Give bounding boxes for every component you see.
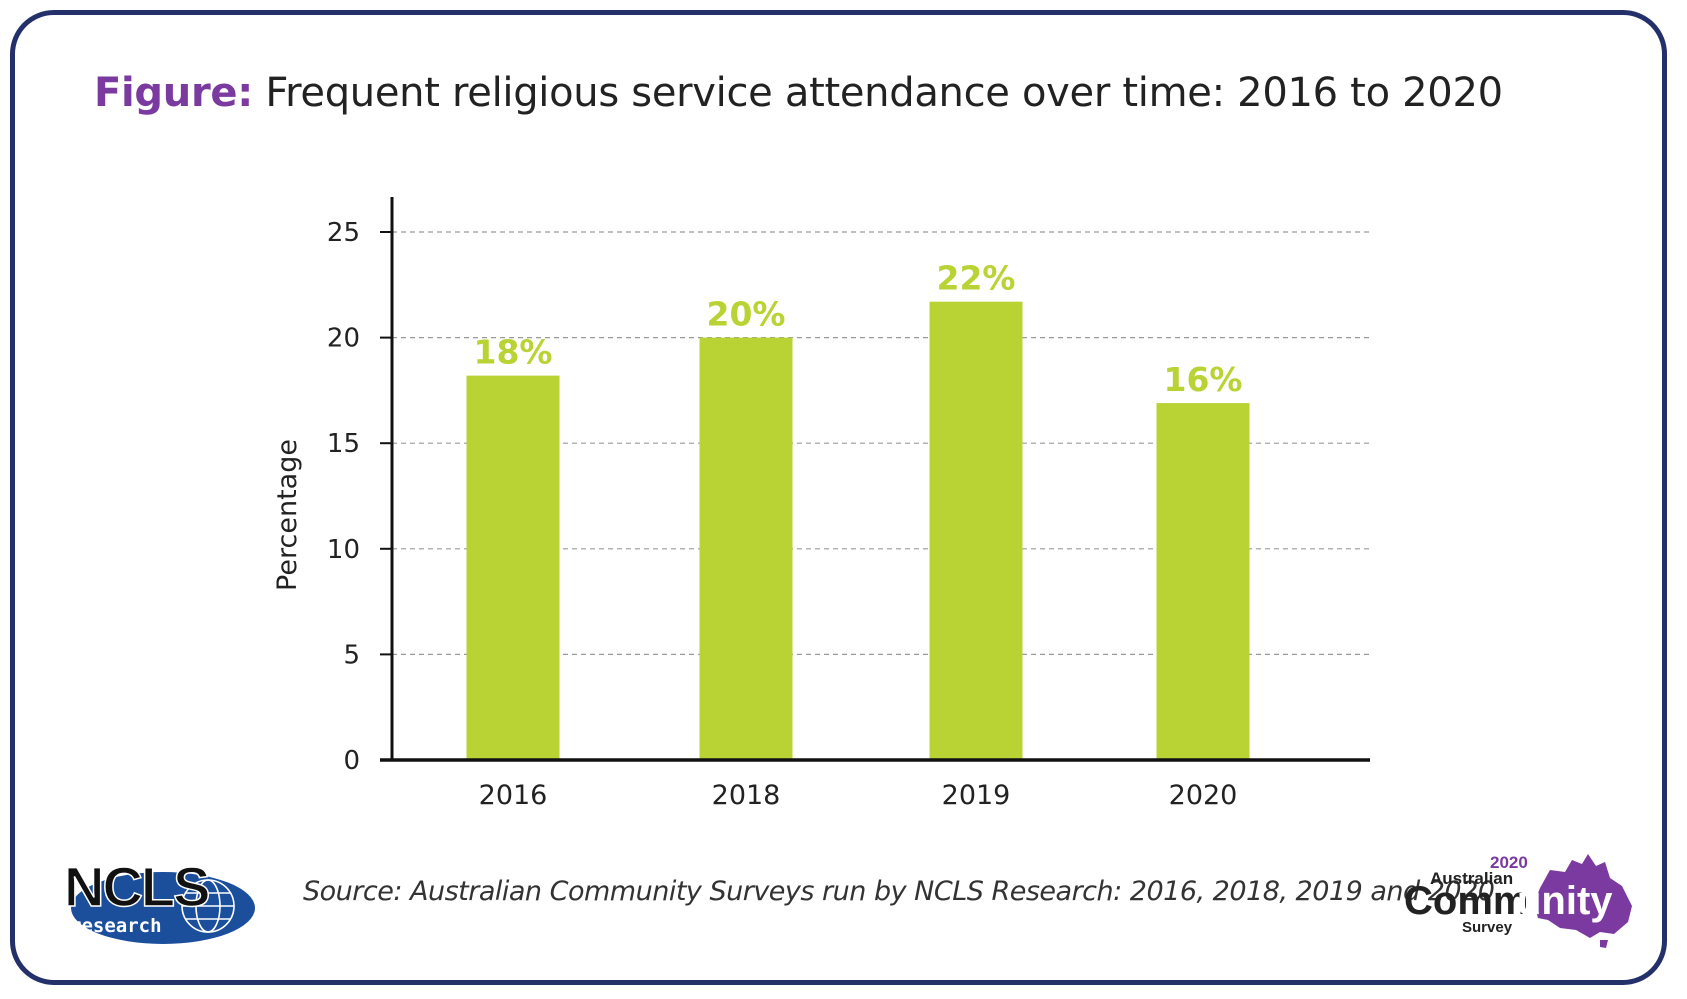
ncls-logo-name: NCLS bbox=[64, 856, 209, 918]
y-tick-label-15: 15 bbox=[327, 429, 360, 459]
y-tick-label-20: 20 bbox=[327, 324, 360, 354]
bar-2019 bbox=[929, 301, 1023, 760]
bar-2018 bbox=[699, 337, 793, 760]
data-label-2018: 20% bbox=[707, 295, 786, 334]
acs-logo-year: 2020 bbox=[1490, 853, 1528, 872]
y-tick-label-25: 25 bbox=[327, 218, 360, 248]
australian-community-survey-logo: 2020 Australian Comm unity Survey bbox=[1404, 853, 1632, 948]
ncls-logo-ellipse bbox=[71, 872, 255, 944]
ncls-logo-sub: research bbox=[70, 915, 162, 937]
ncls-research-logo: NCLS research bbox=[63, 856, 255, 944]
acs-logo-line2a: Comm bbox=[1404, 879, 1528, 923]
australia-map-icon bbox=[1534, 854, 1632, 938]
figure-title-text: Frequent religious service attendance ov… bbox=[265, 70, 1503, 116]
tasmania-icon bbox=[1600, 940, 1608, 948]
x-tick-label-2019: 2019 bbox=[942, 780, 1011, 811]
figure-title: Figure: Frequent religious service atten… bbox=[94, 70, 1503, 116]
data-label-2020: 16% bbox=[1164, 360, 1243, 399]
x-tick-label-2018: 2018 bbox=[712, 780, 781, 811]
bar-2016 bbox=[466, 375, 560, 760]
x-tick-label-2016: 2016 bbox=[479, 780, 548, 811]
acs-logo-line2b: unity bbox=[1517, 879, 1613, 923]
y-tick-label-0: 0 bbox=[343, 746, 360, 776]
figure-frame bbox=[10, 10, 1667, 985]
acs-logo-line3: Survey bbox=[1462, 919, 1513, 936]
chart-bars: 18% 20% 22% 16% bbox=[466, 259, 1250, 760]
globe-icon bbox=[181, 879, 235, 933]
data-label-2016: 18% bbox=[474, 333, 553, 372]
y-tick-label-5: 5 bbox=[343, 640, 360, 670]
figure-title-prefix: Figure: bbox=[94, 70, 253, 116]
chart-axes: 0 5 10 15 20 25 2016 2018 2019 2020 bbox=[327, 197, 1370, 811]
y-tick-label-10: 10 bbox=[327, 535, 360, 565]
bar-2020 bbox=[1156, 403, 1250, 760]
x-tick-label-2020: 2020 bbox=[1169, 780, 1238, 811]
y-axis-label: Percentage bbox=[272, 439, 303, 591]
acs-logo-line1: Australian bbox=[1430, 869, 1513, 888]
source-note: Source: Australian Community Surveys run… bbox=[303, 876, 1495, 907]
data-label-2019: 22% bbox=[937, 259, 1016, 298]
